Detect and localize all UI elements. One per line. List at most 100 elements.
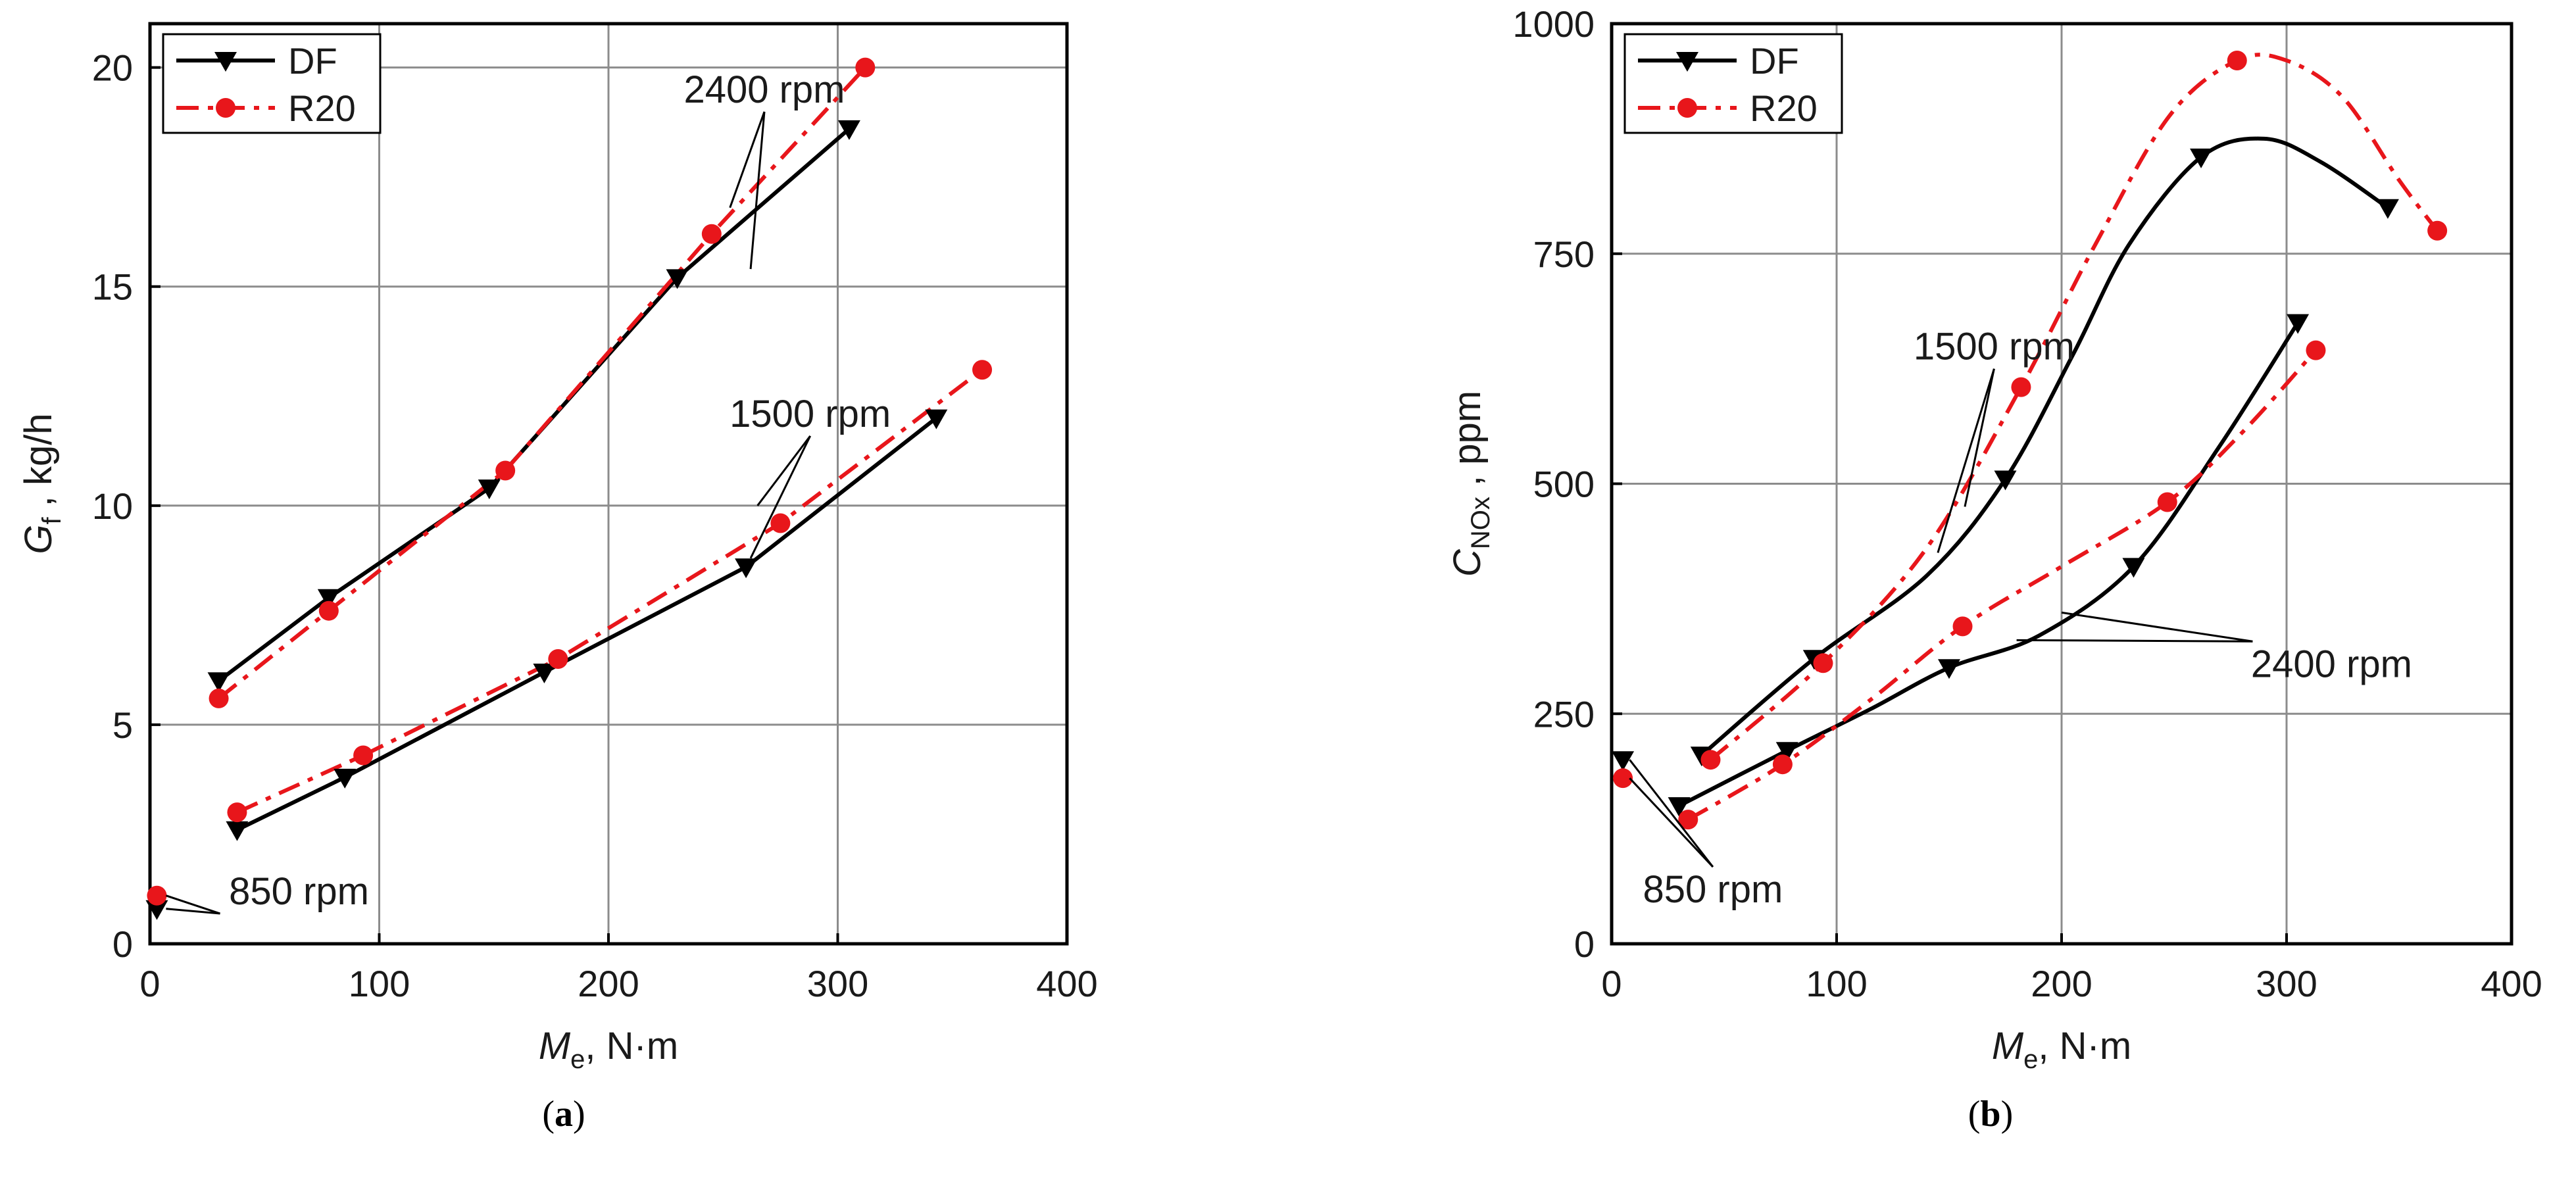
annotation-leader-b-850-0 [1629, 759, 1714, 867]
caption-paren-close: ) [2001, 1094, 2014, 1135]
annotation-leader-a-1500-0 [756, 435, 811, 506]
point-b-df-2400-4 [2287, 314, 2310, 334]
x-axis-symbol-b: M [1992, 1025, 2024, 1067]
point-a-r20-1500-4 [972, 360, 993, 380]
x-axis-label-b: Me, N·m [1992, 1025, 2131, 1074]
legend-marker-b-df [1676, 52, 1698, 72]
point-a-df-1500-0 [226, 821, 249, 841]
legend-label-b-df: DF [1750, 40, 1799, 82]
annotation-text-a-2400: 2400 rpm [683, 68, 845, 111]
x-tick-label-b-0: 0 [1601, 963, 1622, 1004]
caption-b: (b) [1968, 1094, 2013, 1135]
series-line-b-r20-2400 [1687, 349, 2317, 821]
x-tick-label-b-2: 200 [2031, 963, 2092, 1004]
point-a-df-2400-2 [478, 479, 501, 500]
point-b-df-1500-3 [2190, 148, 2213, 168]
point-a-r20-2400-2 [495, 460, 516, 481]
chart-panel-a: 0 100 200 300 400 0 5 10 15 20 Me, N·m Gf , kg/h 240… [17, 22, 1098, 1074]
y-tick-label-b-2: 500 [1533, 464, 1595, 505]
point-b-r20-2400-3 [2157, 492, 2177, 512]
annotation-leader-b-850-1 [1629, 777, 1714, 868]
point-a-r20-2400-3 [701, 224, 722, 244]
y-tick-label-b-1: 250 [1533, 693, 1595, 735]
x-tick-label-a-2: 200 [578, 963, 639, 1004]
point-a-df-2400-3 [666, 269, 689, 289]
x-tick-label-a-1: 100 [349, 963, 410, 1004]
point-a-r20-1500-0 [227, 802, 247, 823]
point-b-r20-1500-2 [2011, 377, 2031, 397]
legend-label-a-df: DF [288, 40, 337, 82]
point-b-r20-2400-1 [1772, 754, 1793, 775]
point-b-r20-1500-1 [1813, 653, 1833, 673]
y-axis-symbol-a: G [17, 524, 60, 554]
annotation-leader-a-850-1 [166, 908, 220, 915]
point-b-df-2400-3 [2122, 558, 2145, 578]
legend-box-a [162, 33, 382, 134]
annotation-leader-b-1500-1 [1964, 368, 1995, 507]
point-b-r20-850-0 [1613, 768, 1633, 789]
y-tick-label-a-3: 15 [92, 266, 133, 308]
y-tick-label-a-1: 5 [112, 704, 133, 746]
y-axis-unit-a: , kg/h [17, 413, 60, 517]
x-axis-symbol-a: M [539, 1025, 571, 1067]
x-axis-label-a: Me, N·m [539, 1025, 678, 1074]
annotation-text-a-1500: 1500 rpm [730, 393, 891, 435]
point-b-r20-2400-4 [2306, 340, 2326, 360]
x-tick-label-b-3: 300 [2256, 963, 2317, 1004]
annotation-text-b-850: 850 rpm [1643, 868, 1783, 911]
x-axis-unit-b: , N·m [2038, 1025, 2131, 1067]
y-tick-label-b-0: 0 [1574, 923, 1595, 965]
x-axis-unit-a: , N·m [585, 1025, 678, 1067]
y-tick-label-b-4: 1000 [1512, 3, 1595, 45]
x-tick-label-b-4: 400 [2481, 963, 2542, 1004]
caption-letter: a [555, 1094, 573, 1135]
point-a-r20-1500-1 [353, 745, 374, 766]
annotation-leader-a-2400-0 [729, 111, 766, 208]
legend-label-b-r20: R20 [1750, 87, 1818, 129]
point-a-r20-2400-0 [209, 688, 229, 708]
y-axis-unit-b: , ppm [1446, 391, 1489, 497]
annotation-leader-a-2400-1 [749, 111, 766, 270]
caption-paren-close: ) [573, 1094, 585, 1135]
y-axis-label-b: CNOx , ppm [1446, 391, 1495, 577]
y-tick-label-b-3: 750 [1533, 233, 1595, 275]
caption-paren-open: ( [542, 1094, 555, 1135]
annotation-leader-b-2400-1 [2016, 639, 2253, 643]
y-axis-subscript-b: NOx [1466, 497, 1495, 549]
caption-paren-open: ( [1968, 1094, 1981, 1135]
point-a-r20-850-0 [147, 885, 167, 906]
series-line-b-df-2400 [1678, 322, 2300, 808]
annotation-leader-b-1500-0 [1937, 368, 1995, 553]
y-axis-label-a: Gf , kg/h [17, 413, 66, 554]
point-a-r20-2400-4 [855, 57, 876, 78]
annotation-leader-a-1500-1 [749, 435, 812, 559]
legend-box-b [1623, 33, 1843, 134]
y-axis-subscript-a: f [37, 516, 66, 524]
series-line-a-r20-2400 [217, 66, 867, 700]
point-b-r20-1500-3 [2227, 50, 2247, 70]
point-a-df-2400-1 [317, 589, 340, 609]
point-b-df-850-0 [1612, 751, 1635, 771]
legend-marker-a-r20 [216, 98, 235, 118]
chart-panel-b: 0 100 200 300 400 0 250 500 750 1000 Me, N·m CNOx ,… [1446, 3, 2542, 1074]
legend-marker-a-df [214, 52, 237, 72]
point-b-df-2400-0 [1668, 797, 1691, 818]
x-tick-label-a-3: 300 [807, 963, 868, 1004]
annotation-text-b-2400: 2400 rpm [2251, 643, 2412, 685]
point-b-r20-2400-0 [1678, 810, 1698, 830]
point-b-df-2400-1 [1775, 742, 1798, 762]
annotation-text-b-1500: 1500 rpm [1914, 326, 2075, 368]
point-a-df-1500-3 [735, 558, 758, 579]
x-tick-label-a-4: 400 [1036, 963, 1097, 1004]
point-a-df-850-0 [145, 900, 168, 920]
annotation-leader-b-2400-0 [2061, 611, 2253, 643]
point-a-df-2400-4 [837, 120, 860, 140]
legend-marker-b-r20 [1677, 98, 1697, 118]
y-tick-label-a-4: 20 [92, 47, 133, 89]
x-axis-subscript-a: e [570, 1045, 585, 1074]
x-tick-label-a-0: 0 [139, 963, 160, 1004]
point-a-df-2400-0 [207, 672, 230, 693]
y-axis-symbol-b: C [1446, 549, 1489, 577]
point-b-r20-1500-0 [1700, 750, 1721, 770]
